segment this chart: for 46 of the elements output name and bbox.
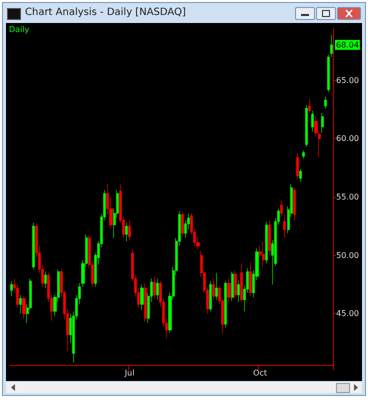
candlestick [181,212,184,237]
annotation: 68.04 [336,40,359,50]
candlestick [305,104,308,148]
x-tick-label: Oct [253,368,268,378]
candlestick [140,284,144,310]
candlestick [156,278,159,300]
candlestick [283,214,286,238]
y-tick-label: 60.00 [336,134,360,144]
y-tick-label: 55.00 [336,192,360,202]
chart-subtitle: Daily [9,25,30,34]
candlestick [224,280,227,328]
candlestick [265,221,268,264]
candlestick [10,280,13,296]
candlestick [212,278,215,300]
candlestick [144,283,147,322]
candlestick [227,278,231,302]
candlestick [234,270,237,299]
candlestick [268,220,271,256]
candlestick [249,262,252,296]
candlestick [215,272,218,300]
candlestick [22,296,26,319]
candlestick [240,263,243,302]
candlestick [128,220,131,240]
candlestick [311,110,314,132]
candlestick [321,112,324,134]
candlestick [32,222,35,270]
candlestick [209,280,212,312]
candlestick [262,241,265,268]
candlestick [237,280,240,302]
candlestick [308,98,311,114]
y-tick-label: 50.00 [336,250,360,260]
candlestick [296,152,299,180]
candlestick [324,96,327,109]
candlestick [125,222,128,242]
candlestick [153,276,156,299]
x-tick-label: Jul [124,368,134,378]
candlestick [44,271,47,288]
candlestick [280,200,283,218]
y-tick-label: 65.00 [336,76,360,85]
candlestick [19,294,22,314]
candlestick [293,187,296,221]
y-tick-label: 45.00 [336,309,360,318]
candlestick [299,168,302,182]
candlestick [302,150,305,159]
chart-title: Chart Analysis - Daily [NASDAQ] [25,7,186,18]
candlestick [231,271,234,302]
